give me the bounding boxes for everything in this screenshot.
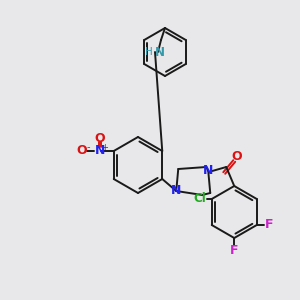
Text: O: O <box>231 151 242 164</box>
Text: N: N <box>171 184 181 197</box>
Text: Cl: Cl <box>194 193 206 206</box>
Text: O: O <box>94 131 105 145</box>
Text: +: + <box>101 143 108 152</box>
Text: O: O <box>76 145 87 158</box>
Text: H: H <box>145 47 153 57</box>
Text: F: F <box>265 218 273 232</box>
Text: N: N <box>94 145 105 158</box>
Text: N: N <box>203 164 213 178</box>
Text: F: F <box>230 244 238 256</box>
Text: N: N <box>155 46 165 59</box>
Text: -: - <box>87 142 91 152</box>
